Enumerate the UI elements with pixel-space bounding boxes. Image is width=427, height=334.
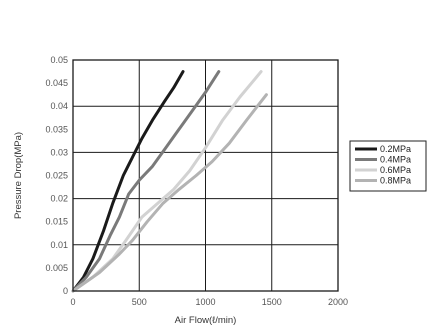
series-line-08mpa — [71, 93, 268, 293]
y-tick-label: 0.05 — [50, 55, 68, 65]
y-tick-label: 0.01 — [50, 240, 68, 250]
grid — [73, 60, 338, 291]
y-tick-label: 0.04 — [50, 101, 68, 111]
legend-label: 0.8MPa — [380, 176, 411, 186]
plot-frame — [72, 59, 339, 292]
y-tick-label: 0.02 — [50, 194, 68, 204]
series-lines — [71, 70, 268, 293]
y-tick-label: 0.03 — [50, 147, 68, 157]
tick-labels: 0 0.005 0.01 0.015 0.02 0.025 0.03 0.035 0.04 0.0… — [45, 55, 348, 307]
y-tick-label: 0 — [63, 286, 68, 296]
series-line-02mpa — [71, 70, 185, 293]
y-tick-label: 0.035 — [45, 124, 68, 134]
y-axis-title: Pressure Drop(MPa) — [13, 132, 24, 219]
legend-label: 0.6MPa — [380, 165, 411, 175]
x-tick-label: 1000 — [195, 297, 215, 307]
x-tick-label: 0 — [70, 297, 75, 307]
x-tick-label: 2000 — [328, 297, 348, 307]
y-tick-label: 0.005 — [45, 263, 68, 273]
series-line-04mpa — [71, 70, 221, 293]
x-axis-title: Air Flow(ℓ/min) — [175, 315, 237, 326]
x-tick-label: 500 — [132, 297, 147, 307]
legend-label: 0.4MPa — [380, 155, 411, 165]
y-tick-label: 0.015 — [45, 217, 68, 227]
x-tick-label: 1500 — [262, 297, 282, 307]
y-tick-label: 0.025 — [45, 171, 68, 181]
legend-label: 0.2MPa — [380, 144, 411, 154]
axes — [72, 59, 339, 292]
y-tick-label: 0.045 — [45, 78, 68, 88]
